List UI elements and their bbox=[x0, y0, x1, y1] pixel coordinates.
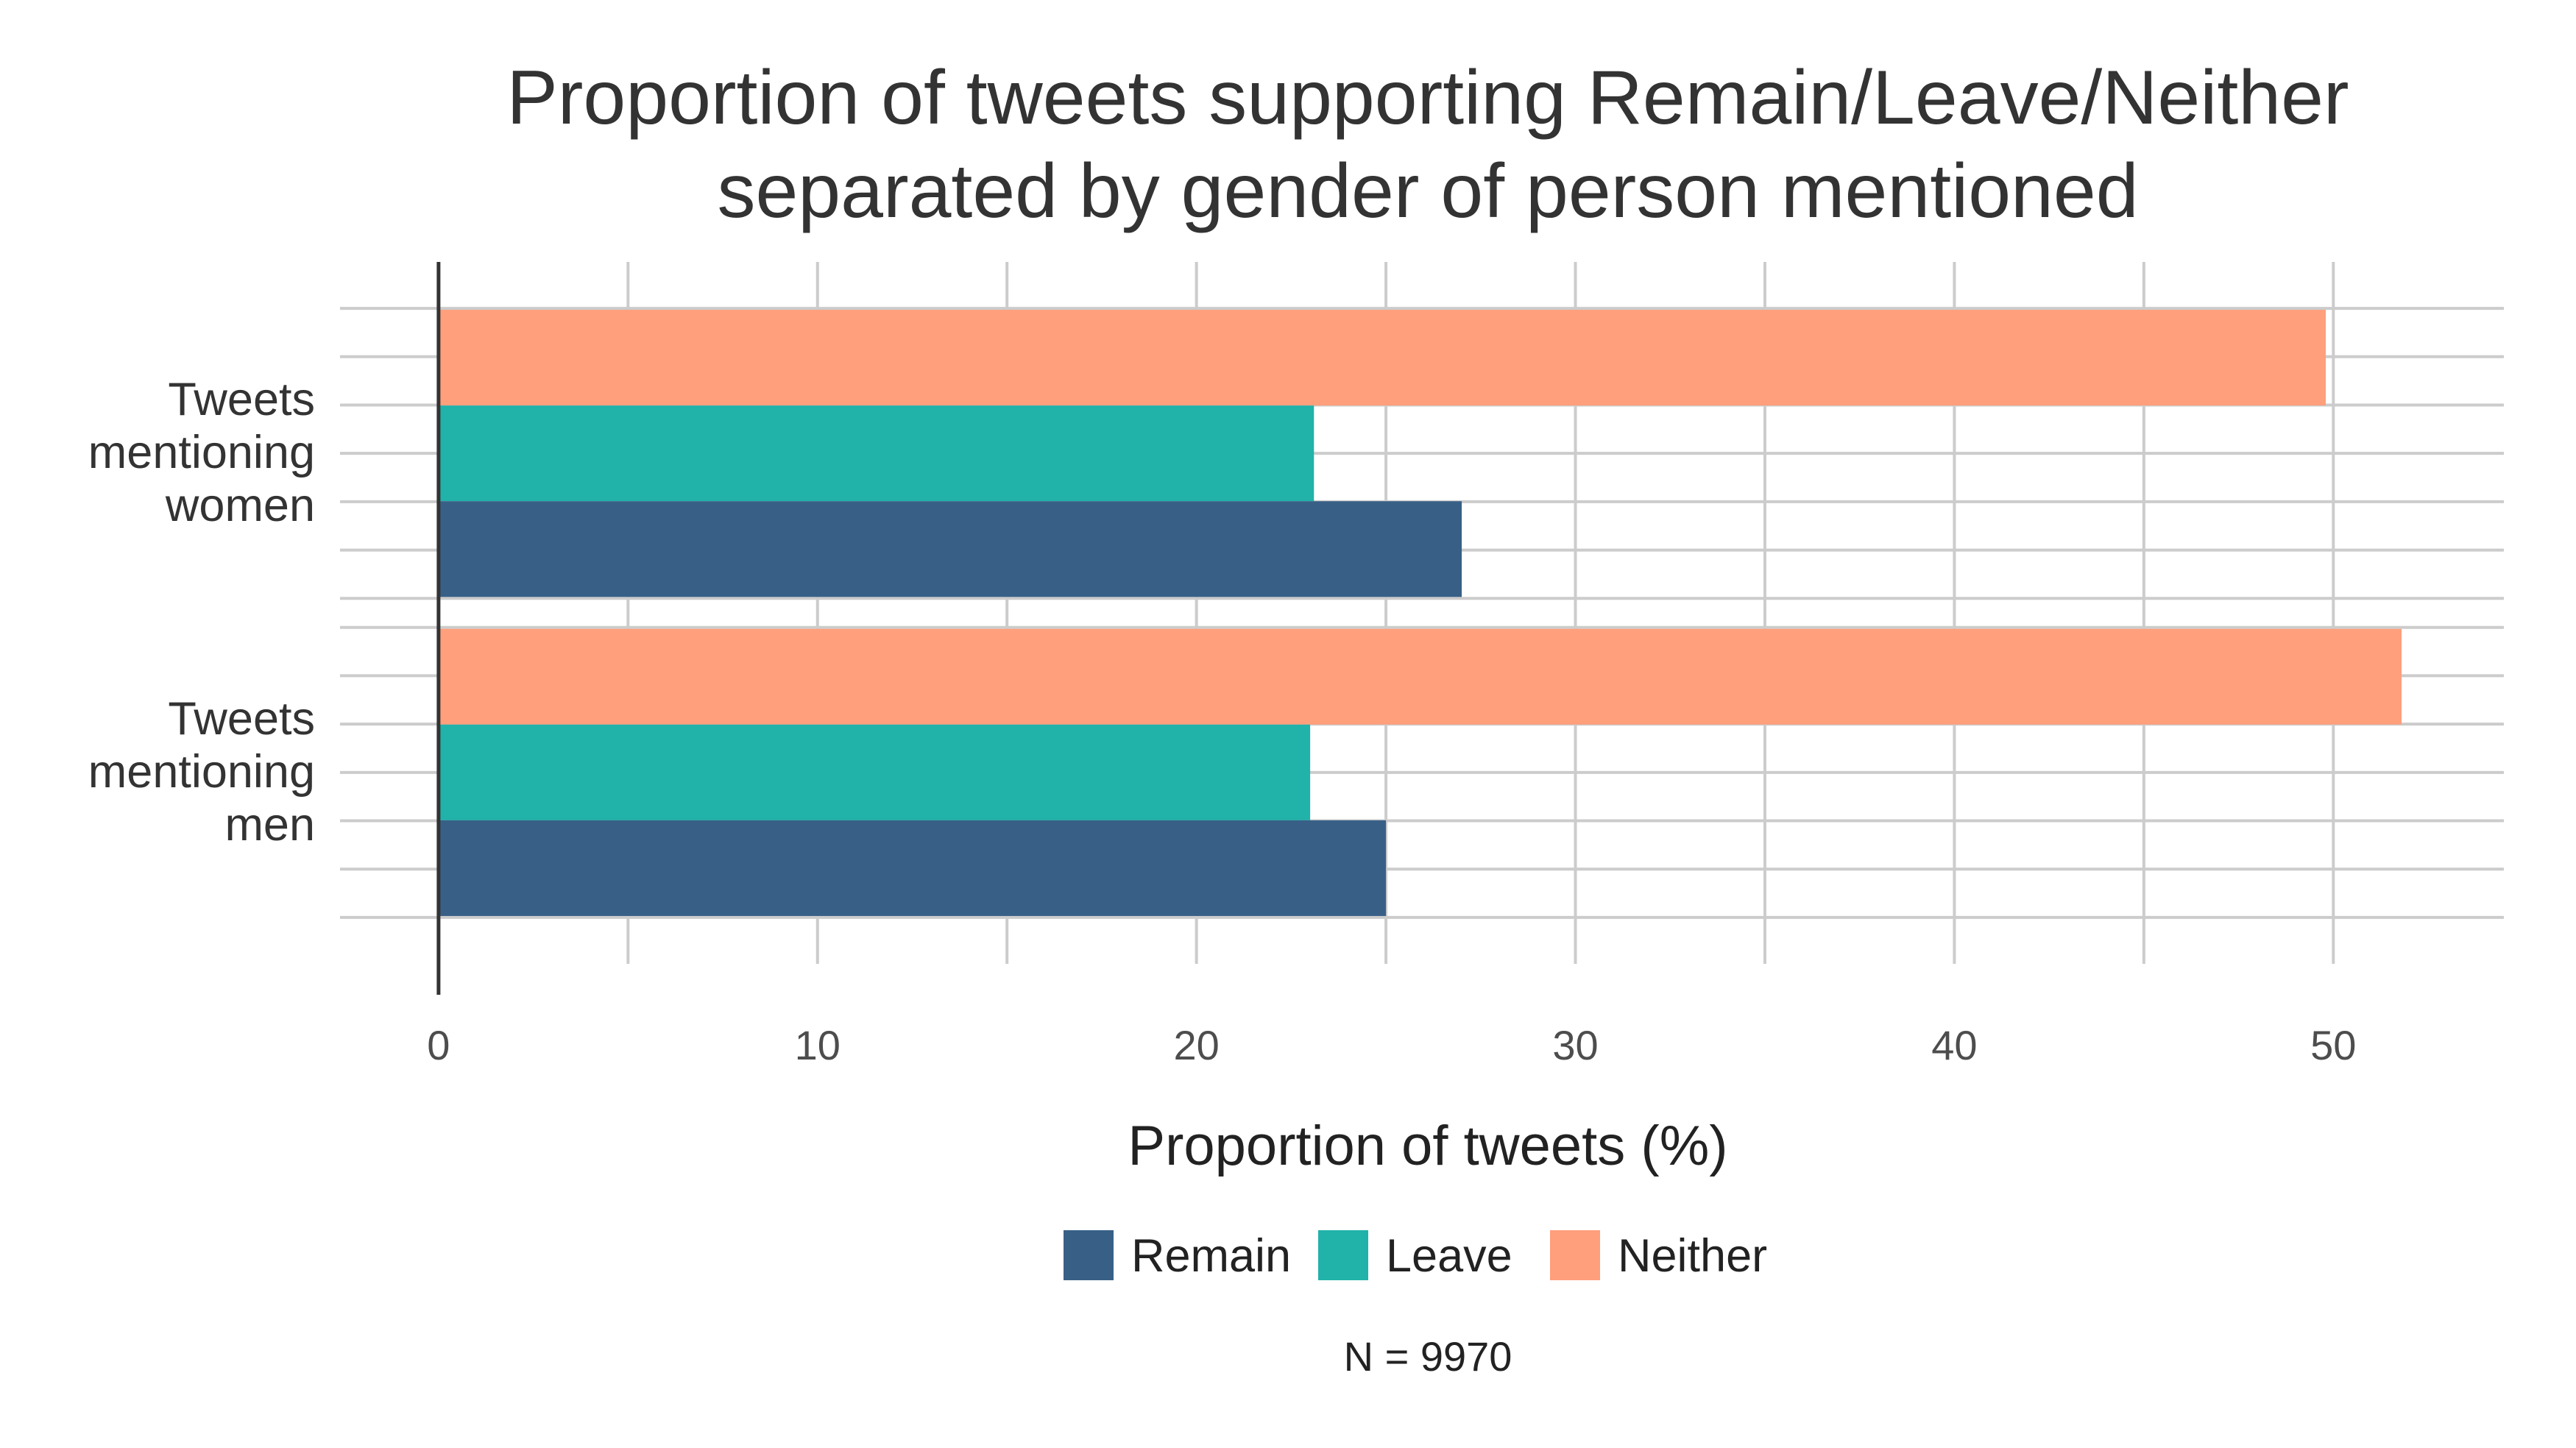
y-category-label-men: Tweets mentioning men bbox=[88, 693, 315, 851]
y-category-label-line: women bbox=[165, 480, 315, 531]
legend-label-leave: Leave bbox=[1386, 1230, 1512, 1282]
caption-n: N = 9970 bbox=[1344, 1333, 1512, 1380]
bar-remain-men bbox=[438, 820, 1387, 916]
legend-label-remain: Remain bbox=[1131, 1230, 1291, 1282]
legend-label-neither: Neither bbox=[1618, 1230, 1767, 1282]
x-tick-label: 0 bbox=[427, 1022, 450, 1068]
legend-key-remain bbox=[1064, 1230, 1114, 1280]
chart-title-line-2: separated by gender of person mentioned bbox=[717, 149, 2138, 234]
x-axis-title: Proportion of tweets (%) bbox=[1128, 1115, 1727, 1177]
x-axis-tick-labels: 0 10 20 30 40 50 bbox=[427, 1022, 2356, 1068]
bar-remain-women bbox=[438, 501, 1462, 597]
x-tick-label: 50 bbox=[2310, 1022, 2356, 1068]
x-tick-label: 30 bbox=[1552, 1022, 1598, 1068]
bar-neither-women bbox=[438, 310, 2326, 406]
x-tick-label: 10 bbox=[795, 1022, 841, 1068]
x-tick-label: 20 bbox=[1173, 1022, 1219, 1068]
y-category-label-line: mentioning bbox=[88, 746, 315, 798]
legend-key-neither bbox=[1550, 1230, 1600, 1280]
y-category-label-line: Tweets bbox=[168, 374, 315, 425]
bar-leave-women bbox=[438, 405, 1314, 502]
y-category-label-line: Tweets bbox=[168, 693, 315, 745]
bar-neither-men bbox=[438, 628, 2402, 725]
bars bbox=[438, 310, 2402, 916]
y-category-label-line: mentioning bbox=[88, 427, 315, 478]
y-category-label-line: men bbox=[224, 799, 315, 851]
x-tick-label: 40 bbox=[1931, 1022, 1977, 1068]
legend: Remain Leave Neither bbox=[1064, 1230, 1767, 1282]
y-category-label-women: Tweets mentioning women bbox=[88, 374, 315, 531]
legend-key-leave bbox=[1318, 1230, 1368, 1280]
chart-title-line-1: Proportion of tweets supporting Remain/L… bbox=[506, 55, 2349, 141]
bar-leave-men bbox=[438, 724, 1311, 820]
